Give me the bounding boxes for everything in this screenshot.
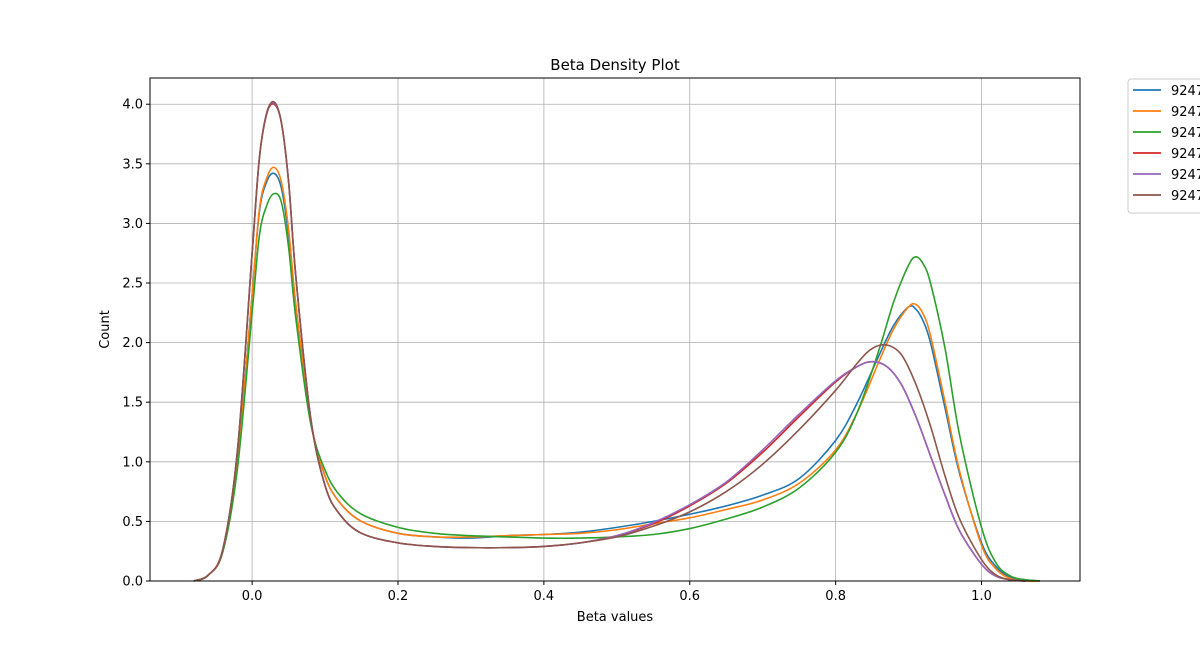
series-line-1	[193, 172, 1040, 582]
y-axis-label: Count	[98, 310, 113, 349]
series-line-5	[193, 101, 1026, 582]
y-tick-label: 4.0	[122, 98, 143, 113]
y-tick-label: 0.0	[122, 575, 143, 590]
plot-area-frame	[149, 77, 1081, 582]
y-tick-label: 2.0	[122, 336, 143, 351]
legend-label: 9247	[1171, 168, 1200, 183]
x-axis-ticks: 0.0 0.2 0.4 0.6 0.8 1.0	[242, 581, 992, 604]
x-tick-label: 0.0	[242, 589, 263, 604]
legend-label: 9247	[1171, 105, 1200, 120]
legend-label: 9247	[1171, 189, 1200, 204]
x-tick-label: 1.0	[971, 589, 992, 604]
y-tick-label: 1.5	[122, 396, 143, 411]
x-tick-label: 0.2	[388, 589, 409, 604]
chart-title: Beta Density Plot	[550, 56, 680, 74]
x-tick-label: 0.8	[825, 589, 846, 604]
y-tick-label: 1.0	[122, 455, 143, 470]
legend-label: 9247	[1171, 84, 1200, 99]
legend-label: 9247	[1171, 126, 1200, 141]
x-tick-label: 0.4	[534, 589, 555, 604]
y-tick-label: 3.0	[122, 217, 143, 232]
series-lines	[193, 100, 1040, 582]
series-line-6	[193, 100, 1026, 582]
y-axis-ticks: 0.0 0.5 1.0 1.5 2.0 2.5 3.0 3.5 4.0	[122, 98, 150, 590]
legend-label: 9247	[1171, 147, 1200, 162]
series-line-3	[193, 192, 1040, 582]
legend: 9247 9247 9247 9247 9247 9247	[1127, 78, 1200, 214]
y-tick-label: 3.5	[122, 157, 143, 172]
x-axis-label: Beta values	[577, 610, 654, 625]
y-tick-label: 0.5	[122, 515, 143, 530]
grid-lines	[150, 78, 1080, 582]
x-tick-label: 0.6	[679, 589, 700, 604]
series-line-2	[193, 166, 1040, 582]
legend-box	[1127, 78, 1200, 214]
y-tick-label: 2.5	[122, 277, 143, 292]
